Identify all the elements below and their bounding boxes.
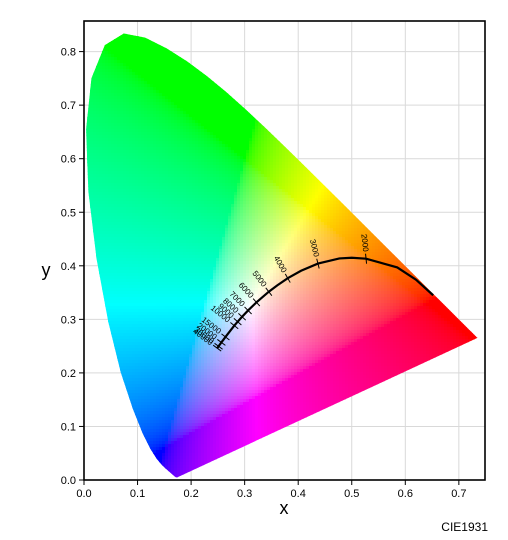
planck-tick-mark: [214, 342, 223, 350]
x-tick-label: 0.0: [76, 488, 91, 500]
x-tick-label: 0.7: [451, 488, 466, 500]
y-tick-label: 0.1: [61, 421, 76, 433]
y-tick-label: 0.2: [61, 368, 76, 380]
y-tick-label: 0.4: [61, 261, 76, 273]
x-tick-label: 0.4: [291, 488, 306, 500]
planck-tick-mark: [365, 253, 368, 264]
planck-tick-mark: [265, 287, 273, 296]
x-axis-ticks: 0.0 0.1 0.2 0.3 0.4 0.5 0.6 0.7: [76, 480, 466, 500]
plot-frame: [83, 20, 486, 481]
caption: CIE1931: [441, 520, 488, 534]
x-tick-label: 0.6: [398, 488, 413, 500]
x-tick-label: 0.2: [183, 488, 198, 500]
planck-tick-mark: [316, 258, 320, 269]
planck-tick-label: 2000: [359, 234, 370, 253]
planck-tick-mark: [238, 313, 247, 321]
y-tick-label: 0.3: [61, 314, 76, 326]
y-axis-ticks: 0.0 0.1 0.2 0.3 0.4 0.5 0.6 0.7 0.8: [61, 47, 84, 487]
planck-tick-mark: [233, 318, 242, 326]
y-tick-label: 0.7: [61, 100, 76, 112]
y-tick-label: 0.5: [61, 207, 76, 219]
planckian-locus-curve: [216, 256, 434, 349]
planck-tick-mark: [284, 273, 291, 283]
x-tick-label: 0.5: [344, 488, 359, 500]
y-tick-label: 0.8: [61, 47, 76, 59]
y-tick-label: 0.6: [61, 154, 76, 166]
x-tick-label: 0.3: [237, 488, 252, 500]
planck-tick-mark: [212, 344, 222, 352]
planck-tick-mark: [217, 339, 226, 346]
x-axis-label: x: [280, 498, 289, 518]
planck-tick-mark: [221, 333, 230, 341]
planck-tick-mark: [230, 322, 239, 330]
planck-tick-label: 3000: [308, 238, 321, 258]
y-axis-label: y: [42, 260, 51, 280]
planck-tick-mark: [252, 298, 261, 307]
x-tick-label: 0.1: [130, 488, 145, 500]
y-tick-label: 0.0: [61, 475, 76, 487]
planck-tick-mark: [244, 306, 252, 315]
